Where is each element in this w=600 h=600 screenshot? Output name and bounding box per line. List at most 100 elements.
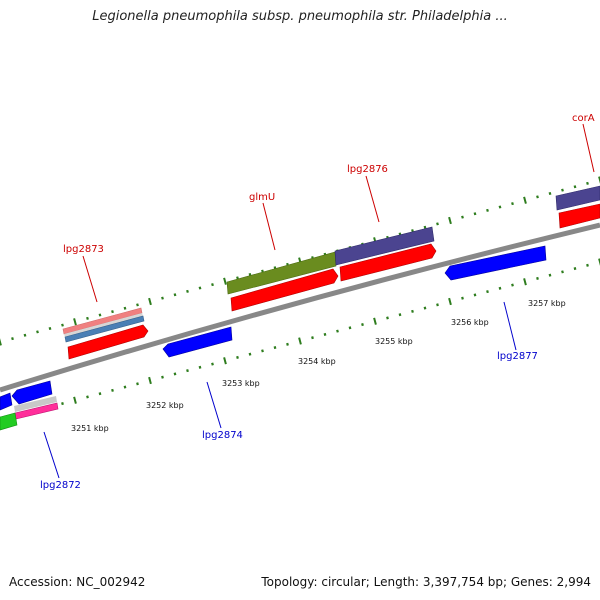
inner-tick-mark (98, 392, 102, 396)
inner-tick-mark (423, 306, 427, 310)
map-title: Legionella pneumophila subsp. pneumophil… (92, 9, 508, 24)
feature-left-blue-2[interactable] (11, 380, 53, 405)
outer-tick-mark (423, 225, 427, 229)
inner-tick-mark (436, 303, 439, 307)
inner-tick-mark (473, 293, 477, 297)
inner-tick-mark (586, 263, 589, 267)
outer-tick-mark (211, 283, 214, 287)
inner-tick-mark (536, 276, 539, 280)
reverse-leaders (43, 301, 517, 479)
scale-label-3252: 3252 kbp (146, 401, 184, 410)
outer-tick-mark (48, 326, 52, 331)
inner-tick-mark (298, 337, 302, 345)
inner-tick-mark (73, 396, 77, 404)
inner-tick-mark (361, 323, 364, 327)
outer-tick-mark (536, 195, 539, 199)
feature-lpg2876-red[interactable] (339, 243, 437, 282)
inner-tick-mark (311, 336, 314, 340)
feature-lpg2874-blue[interactable] (162, 326, 233, 358)
outer-tick-mark (598, 176, 600, 184)
outer-tick-mark (186, 289, 189, 293)
inner-tick-mark (461, 296, 464, 300)
inner-tick-mark (598, 258, 600, 266)
outer-tick-mark (173, 293, 177, 297)
feature-lpg2873-bands[interactable] (62, 307, 145, 343)
outer-tick-mark (573, 185, 577, 189)
gene-label-lpg2872[interactable]: lpg2872 (40, 480, 81, 491)
inner-tick-mark (373, 317, 377, 325)
scale-label-3254: 3254 kbp (298, 357, 336, 366)
outer-tick-mark (498, 205, 502, 209)
inner-tick-mark (223, 357, 227, 365)
inner-tick-mark (111, 388, 114, 392)
gene-label-corA[interactable]: corA (572, 113, 595, 124)
outer-tick-mark (523, 196, 527, 204)
outer-tick-mark (461, 215, 464, 219)
inner-tick-mark (523, 278, 527, 286)
outer-tick-mark (136, 303, 139, 307)
accession-label: Accession: NC_002942 (9, 575, 146, 589)
feature-lpg2876-purple[interactable] (334, 226, 435, 266)
inner-tick-mark (86, 395, 89, 399)
outer-tick-mark (148, 297, 152, 306)
gene-label-lpg2877[interactable]: lpg2877 (497, 351, 538, 362)
outer-tick-mark (61, 323, 64, 327)
gene-label-lpg2876[interactable]: lpg2876 (347, 164, 388, 175)
feature-gray-band[interactable] (64, 313, 143, 337)
inner-tick-mark (486, 290, 489, 294)
gene-label-lpg2873[interactable]: lpg2873 (63, 244, 104, 255)
inner-tick-mark (211, 362, 214, 366)
inner-tick-mark (123, 385, 127, 389)
gene-label-lpg2874[interactable]: lpg2874 (202, 430, 243, 441)
feature-glmU-olive[interactable] (226, 251, 337, 295)
outer-tick-mark (448, 216, 452, 225)
feature-corA-purple[interactable] (555, 185, 600, 211)
inner-tick-mark (273, 346, 277, 350)
outer-tick-mark (161, 296, 164, 300)
inner-tick-mark (398, 313, 402, 317)
inner-tick-mark (411, 309, 414, 313)
inner-tick-mark (61, 402, 64, 406)
outer-tick-ring (0, 176, 600, 346)
outer-tick-mark (0, 338, 2, 346)
inner-tick-mark (186, 369, 189, 373)
outer-tick-mark (548, 191, 552, 196)
feature-steelblue-band[interactable] (64, 315, 145, 343)
inner-tick-mark (511, 283, 514, 287)
feature-corA-red[interactable] (558, 203, 600, 229)
feature-left-blue-top[interactable] (0, 392, 13, 411)
outer-tick-mark (98, 313, 102, 317)
forward-leaders (82, 123, 595, 303)
inner-tick-mark (148, 376, 152, 385)
genome-stats-label: Topology: circular; Length: 3,397,754 bp… (261, 575, 591, 589)
feature-lpg2873-red[interactable] (67, 324, 149, 360)
genome-backbone (0, 222, 600, 393)
feature-left-gray[interactable] (14, 396, 57, 412)
inner-tick-mark (323, 332, 327, 336)
feature-left-green[interactable] (0, 412, 18, 431)
outer-tick-mark (586, 181, 589, 185)
outer-tick-mark (223, 277, 227, 285)
inner-tick-mark (448, 297, 452, 306)
outer-tick-mark (198, 286, 202, 290)
outer-tick-mark (86, 316, 89, 320)
inner-tick-mark (561, 270, 564, 274)
outer-tick-mark (111, 310, 114, 314)
gene-label-glmU[interactable]: glmU (249, 192, 275, 203)
inner-tick-mark (236, 355, 239, 359)
inner-tick-mark (173, 372, 177, 376)
inner-tick-mark (136, 382, 139, 386)
outer-tick-mark (436, 222, 439, 226)
outer-tick-mark (23, 333, 27, 337)
scale-label-3257: 3257 kbp (528, 299, 566, 308)
feature-lpg2877-blue[interactable] (444, 245, 547, 281)
inner-tick-mark (336, 329, 339, 333)
feature-glmU-red[interactable] (230, 268, 339, 312)
scale-label-3251: 3251 kbp (71, 424, 109, 433)
outer-tick-mark (511, 202, 514, 206)
inner-tick-mark (198, 365, 202, 369)
scale-label-3255: 3255 kbp (375, 337, 413, 346)
scale-label-3253: 3253 kbp (222, 379, 260, 388)
inner-tick-mark (386, 316, 389, 320)
